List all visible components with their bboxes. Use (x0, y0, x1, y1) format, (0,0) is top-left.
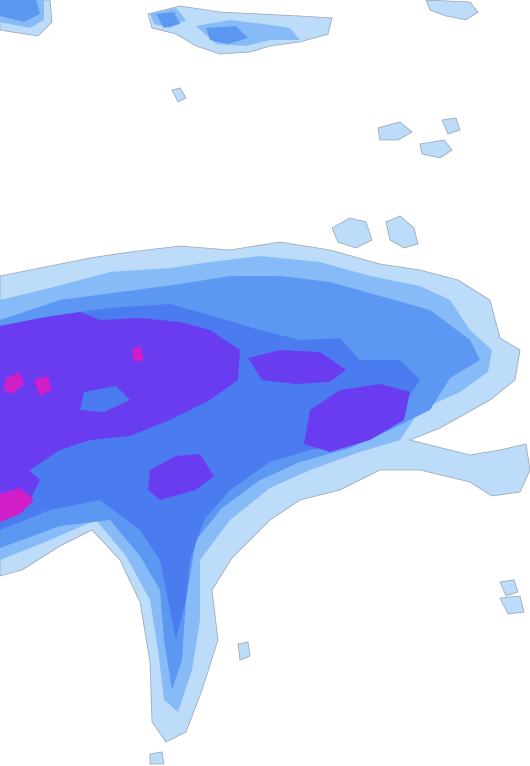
precip-area (248, 350, 346, 384)
precip-area (148, 454, 214, 500)
precip-area (156, 12, 180, 28)
precip-area (80, 386, 130, 412)
precip-area (441, 117, 461, 135)
precip-area (385, 215, 419, 249)
precip-area (419, 139, 453, 159)
precip-area (331, 217, 373, 249)
precip-area (132, 346, 144, 362)
precip-area (0, 488, 34, 522)
precip-area (0, 0, 40, 22)
precip-area (206, 26, 248, 44)
precip-area (237, 641, 251, 661)
precip-area (425, 0, 479, 21)
precip-area (4, 372, 24, 394)
precip-extreme (0, 346, 144, 522)
precip-area (377, 121, 413, 141)
precip-area (499, 595, 525, 615)
precip-area (304, 384, 410, 452)
precip-area (499, 579, 519, 597)
precip-area (149, 751, 165, 765)
precip-area (171, 87, 187, 103)
precip-area (34, 376, 52, 396)
precip-intense (0, 312, 410, 520)
